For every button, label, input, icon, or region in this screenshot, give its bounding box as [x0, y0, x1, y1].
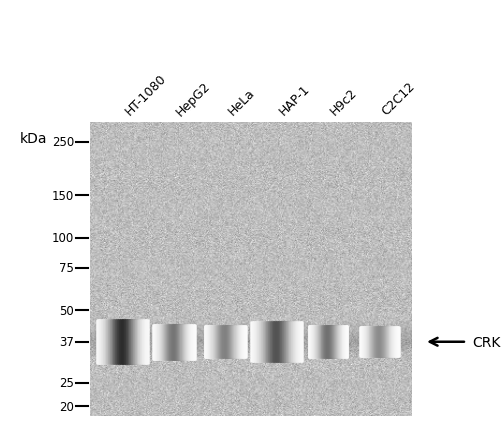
Text: 75: 75: [59, 261, 74, 275]
Text: kDa: kDa: [20, 131, 48, 145]
Text: 100: 100: [52, 232, 74, 244]
Text: C2C12: C2C12: [379, 80, 417, 118]
Text: HT-1080: HT-1080: [122, 72, 168, 118]
Text: HAP-1: HAP-1: [276, 83, 312, 118]
Text: 20: 20: [59, 400, 74, 413]
Text: H9c2: H9c2: [328, 86, 359, 118]
Text: HepG2: HepG2: [173, 79, 213, 118]
Text: 250: 250: [52, 136, 74, 149]
Text: HeLa: HeLa: [225, 87, 257, 118]
Text: 50: 50: [60, 304, 74, 317]
Text: CRKL: CRKL: [471, 335, 501, 349]
Text: 150: 150: [52, 189, 74, 202]
Text: 25: 25: [59, 376, 74, 389]
Text: 37: 37: [59, 336, 74, 349]
